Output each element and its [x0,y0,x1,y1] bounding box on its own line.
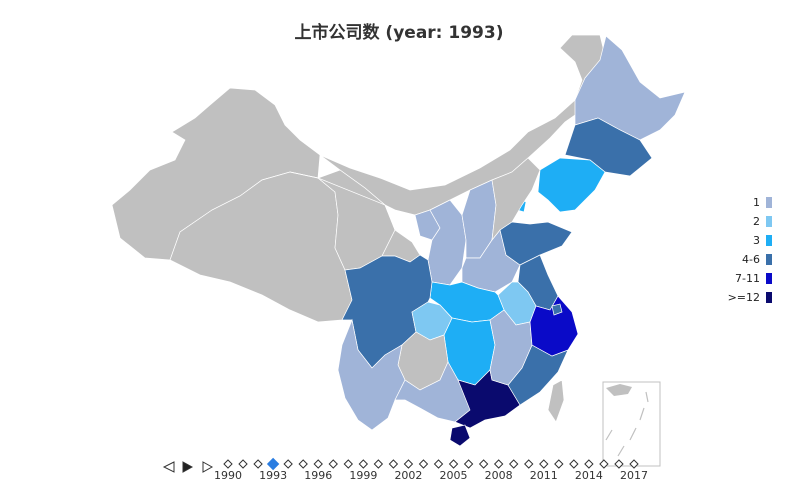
timeline-year-label[interactable]: 2011 [529,469,558,482]
timeline-year-label[interactable]: 2002 [394,469,423,482]
province-jiangxi[interactable] [489,309,533,386]
legend-item[interactable]: 1 [753,195,772,209]
legend-swatch [766,215,772,227]
timeline-year-label[interactable]: 2005 [439,469,468,482]
timeline-year-label[interactable]: 1999 [349,469,378,482]
legend-item[interactable]: 7-11 [735,271,772,285]
timeline-point[interactable] [554,459,564,469]
timeline-point[interactable] [614,459,624,469]
timeline-point[interactable] [493,459,504,469]
legend-item[interactable]: 3 [753,233,772,247]
legend-item[interactable]: 4-6 [742,252,772,266]
province-zhejiang[interactable] [529,295,579,357]
legend-swatch [766,272,772,284]
province-taiwan[interactable] [547,379,565,423]
timeline-point[interactable] [343,459,354,469]
timeline-point[interactable] [223,459,233,469]
triangle-right-outline-icon[interactable] [202,461,214,473]
province-hebei[interactable] [491,157,541,242]
legend-label: >=12 [727,290,760,304]
timeline-point[interactable] [418,459,429,469]
timeline-point[interactable] [478,459,489,469]
province-jilin[interactable] [564,117,653,177]
timeline-point[interactable] [373,459,384,469]
legend-item[interactable]: 2 [753,214,772,228]
legend-label: 2 [753,214,760,228]
timeline-point[interactable] [298,459,308,469]
legend-swatch [766,196,772,208]
legend-item[interactable]: >=12 [728,290,772,304]
inset-dash-line [605,391,649,457]
province-hainan[interactable] [449,424,471,447]
timeline-year-label[interactable]: 1996 [304,469,333,482]
timeline-point[interactable] [539,459,549,469]
timeline-point[interactable] [283,459,293,469]
timeline-point[interactable] [448,459,459,469]
timeline-point[interactable] [433,459,444,469]
map-title: 上市公司数 (year: 1993) [294,23,504,43]
timeline-point[interactable] [463,459,474,469]
timeline-point[interactable] [238,459,248,469]
timeline-point[interactable] [599,459,609,469]
province-henan[interactable] [461,229,521,293]
timeline-year-label[interactable]: 2014 [574,469,603,482]
timeline-year-label[interactable]: 1990 [214,469,242,482]
timeline-point[interactable] [388,459,399,469]
legend-swatch [766,253,772,265]
timeline-point[interactable] [524,459,534,469]
legend-label: 3 [753,233,760,247]
timeline-point[interactable] [328,459,338,469]
province-shanghai[interactable] [551,303,563,316]
legend-label: 1 [753,195,760,209]
timeline-point[interactable] [313,459,323,469]
legend-label: 4-6 [742,252,760,266]
timeline-year-label[interactable]: 2017 [620,469,648,482]
provinces [111,34,686,447]
timeline-point[interactable] [569,459,579,469]
legend-swatch [766,291,772,303]
province-liaoning[interactable] [537,157,606,213]
timeline-point[interactable] [253,459,263,469]
timeline-point[interactable] [403,459,414,469]
legend-swatch [766,234,772,246]
timeline-point[interactable] [629,459,639,469]
province-guangdong[interactable] [454,369,521,429]
timeline-point[interactable] [358,459,369,469]
play-icon[interactable] [182,461,194,473]
timeline-point[interactable] [584,459,594,469]
inset-landmass [606,384,632,396]
south-china-sea-inset [602,381,661,467]
legend-label: 7-11 [735,271,760,285]
province-shandong[interactable] [499,221,573,266]
timeline-year-label[interactable]: 2008 [484,469,513,482]
triangle-left-outline-icon[interactable] [162,461,175,473]
timeline-year-label[interactable]: 1993 [259,469,288,482]
timeline-point[interactable] [508,459,519,469]
timeline-point[interactable] [266,457,280,471]
